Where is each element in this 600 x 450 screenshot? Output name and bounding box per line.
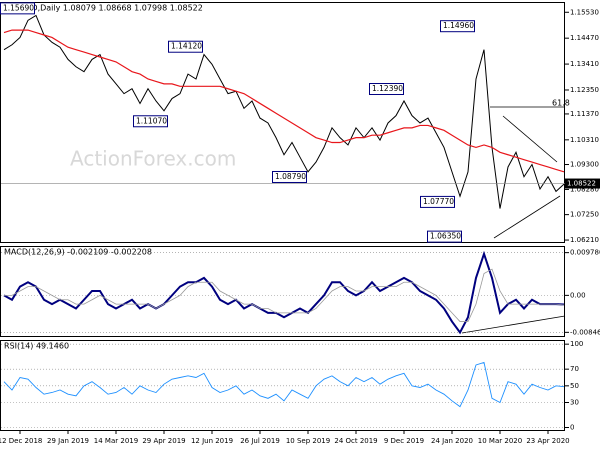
annotation-label: 1.07770: [423, 197, 454, 206]
trendline: [493, 195, 561, 239]
y-tick-label: 70: [570, 365, 579, 373]
trendline: [502, 115, 558, 163]
annotation-box: [369, 83, 404, 96]
y-tick-label: 50: [570, 382, 579, 390]
rsi-panel: [0, 340, 565, 431]
annotation-label: 1.14960: [443, 21, 474, 30]
y-tick-label: 0: [570, 424, 574, 432]
annotation-box: [272, 170, 307, 183]
annotation-box: [440, 20, 475, 33]
x-tick-label: 9 Dec 2019: [384, 437, 424, 445]
y-tick-label: 1.07250: [570, 211, 599, 219]
x-tick-label: 12 Jun 2019: [191, 437, 233, 445]
y-tick-label: 0.00: [570, 291, 586, 299]
macd-panel: [0, 246, 565, 337]
x-tick-label: 26 Jul 2019: [240, 437, 280, 445]
annotation-label: 1.08790: [275, 172, 306, 181]
x-tick-label: 10 Mar 2020: [478, 437, 522, 445]
y-tick-label: 1.08280: [570, 185, 599, 193]
annotation-label: 1.12390: [372, 84, 403, 93]
annotation-box: [0, 2, 35, 15]
chart-title: EURUSD,Daily 1.08079 1.08668 1.07998 1.0…: [4, 4, 203, 13]
y-tick-label: -0.008464: [570, 328, 600, 336]
y-tick-label: 1.12350: [570, 86, 599, 94]
annotation-box: [427, 230, 462, 243]
trendline: [461, 315, 566, 334]
y-tick-label: 1.15530: [570, 8, 599, 16]
y-tick-label: 1.11370: [570, 110, 599, 118]
y-tick-label: 1.13410: [570, 60, 599, 68]
y-tick-label: 1.14470: [570, 34, 599, 42]
y-tick-label: 1.06210: [570, 236, 599, 244]
x-tick-label: 23 Apr 2020: [526, 437, 569, 445]
y-tick-label: 1.09300: [570, 161, 599, 169]
fib-label: 61.8: [552, 99, 570, 108]
macd-title: MACD(12,26,9) -0.002109 -0.002208: [4, 248, 152, 257]
annotation-label: 1.11070: [136, 116, 167, 125]
price-panel: [0, 2, 565, 243]
moving-average: [3, 29, 565, 173]
annotation-box: [133, 115, 168, 128]
x-tick-label: 29 Jan 2019: [47, 437, 89, 445]
annotation-box: [420, 195, 455, 208]
annotation-label: 1.15690: [3, 3, 34, 12]
rsi-line: [3, 361, 565, 408]
x-tick-label: 24 Oct 2019: [334, 437, 377, 445]
signal-line: [4, 268, 565, 322]
macd-line: [3, 250, 565, 335]
watermark: ActionForex.com: [70, 147, 236, 171]
y-tick-label: 30: [570, 399, 579, 407]
annotation-label: 1.06350: [430, 232, 461, 241]
last-price-box: [565, 178, 600, 189]
y-tick-label: 1.10310: [570, 136, 599, 144]
rsi-title: RSI(14) 49.1460: [4, 342, 69, 351]
last-price-label: 1.08522: [567, 180, 596, 188]
x-tick-label: 12 Dec 2018: [0, 437, 42, 445]
x-tick-label: 14 Mar 2019: [94, 437, 138, 445]
y-tick-label: 100: [570, 340, 583, 348]
x-tick-label: 10 Sep 2019: [286, 437, 330, 445]
x-tick-label: 24 Jan 2020: [431, 437, 473, 445]
annotation-box: [168, 40, 203, 53]
x-tick-label: 29 Apr 2019: [142, 437, 185, 445]
annotation-label: 1.14120: [171, 42, 202, 51]
